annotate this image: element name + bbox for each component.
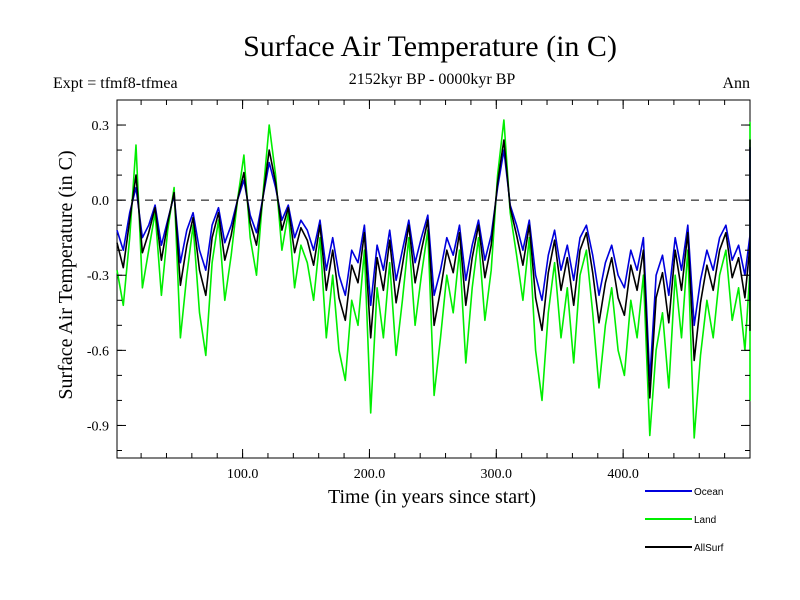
y-tick-label: -0.6 (87, 344, 109, 359)
y-tick-label: 0.3 (92, 119, 110, 134)
axis-ticks: -0.9 -0.6 -0.3 0.0 0.3 100.0 200.0 300.0 400.0 (87, 99, 750, 482)
x-tick-label: 400.0 (607, 467, 639, 482)
y-axis-label: Surface Air Temperature (in C) (55, 150, 77, 399)
chart-title: Surface Air Temperature (in C) (243, 30, 617, 63)
y-tick-label: -0.9 (87, 419, 109, 434)
legend-label-ocean: Ocean (694, 487, 723, 498)
x-tick-label: 200.0 (354, 467, 386, 482)
plot-area (116, 99, 751, 459)
legend: Ocean Land AllSurf (645, 487, 724, 554)
x-tick-label: 300.0 (481, 467, 513, 482)
season-label: Ann (722, 75, 750, 92)
x-tick-label: 100.0 (227, 467, 259, 482)
y-tick-label: 0.0 (92, 194, 110, 209)
legend-label-allsurf: AllSurf (694, 543, 724, 554)
y-tick-label: -0.3 (87, 269, 109, 284)
legend-label-land: Land (694, 515, 716, 526)
chart-subtitle: 2152kyr BP - 0000kyr BP (349, 71, 516, 88)
experiment-label: Expt = tfmf8-tfmea (53, 75, 178, 92)
x-axis-label: Time (in years since start) (328, 486, 536, 508)
